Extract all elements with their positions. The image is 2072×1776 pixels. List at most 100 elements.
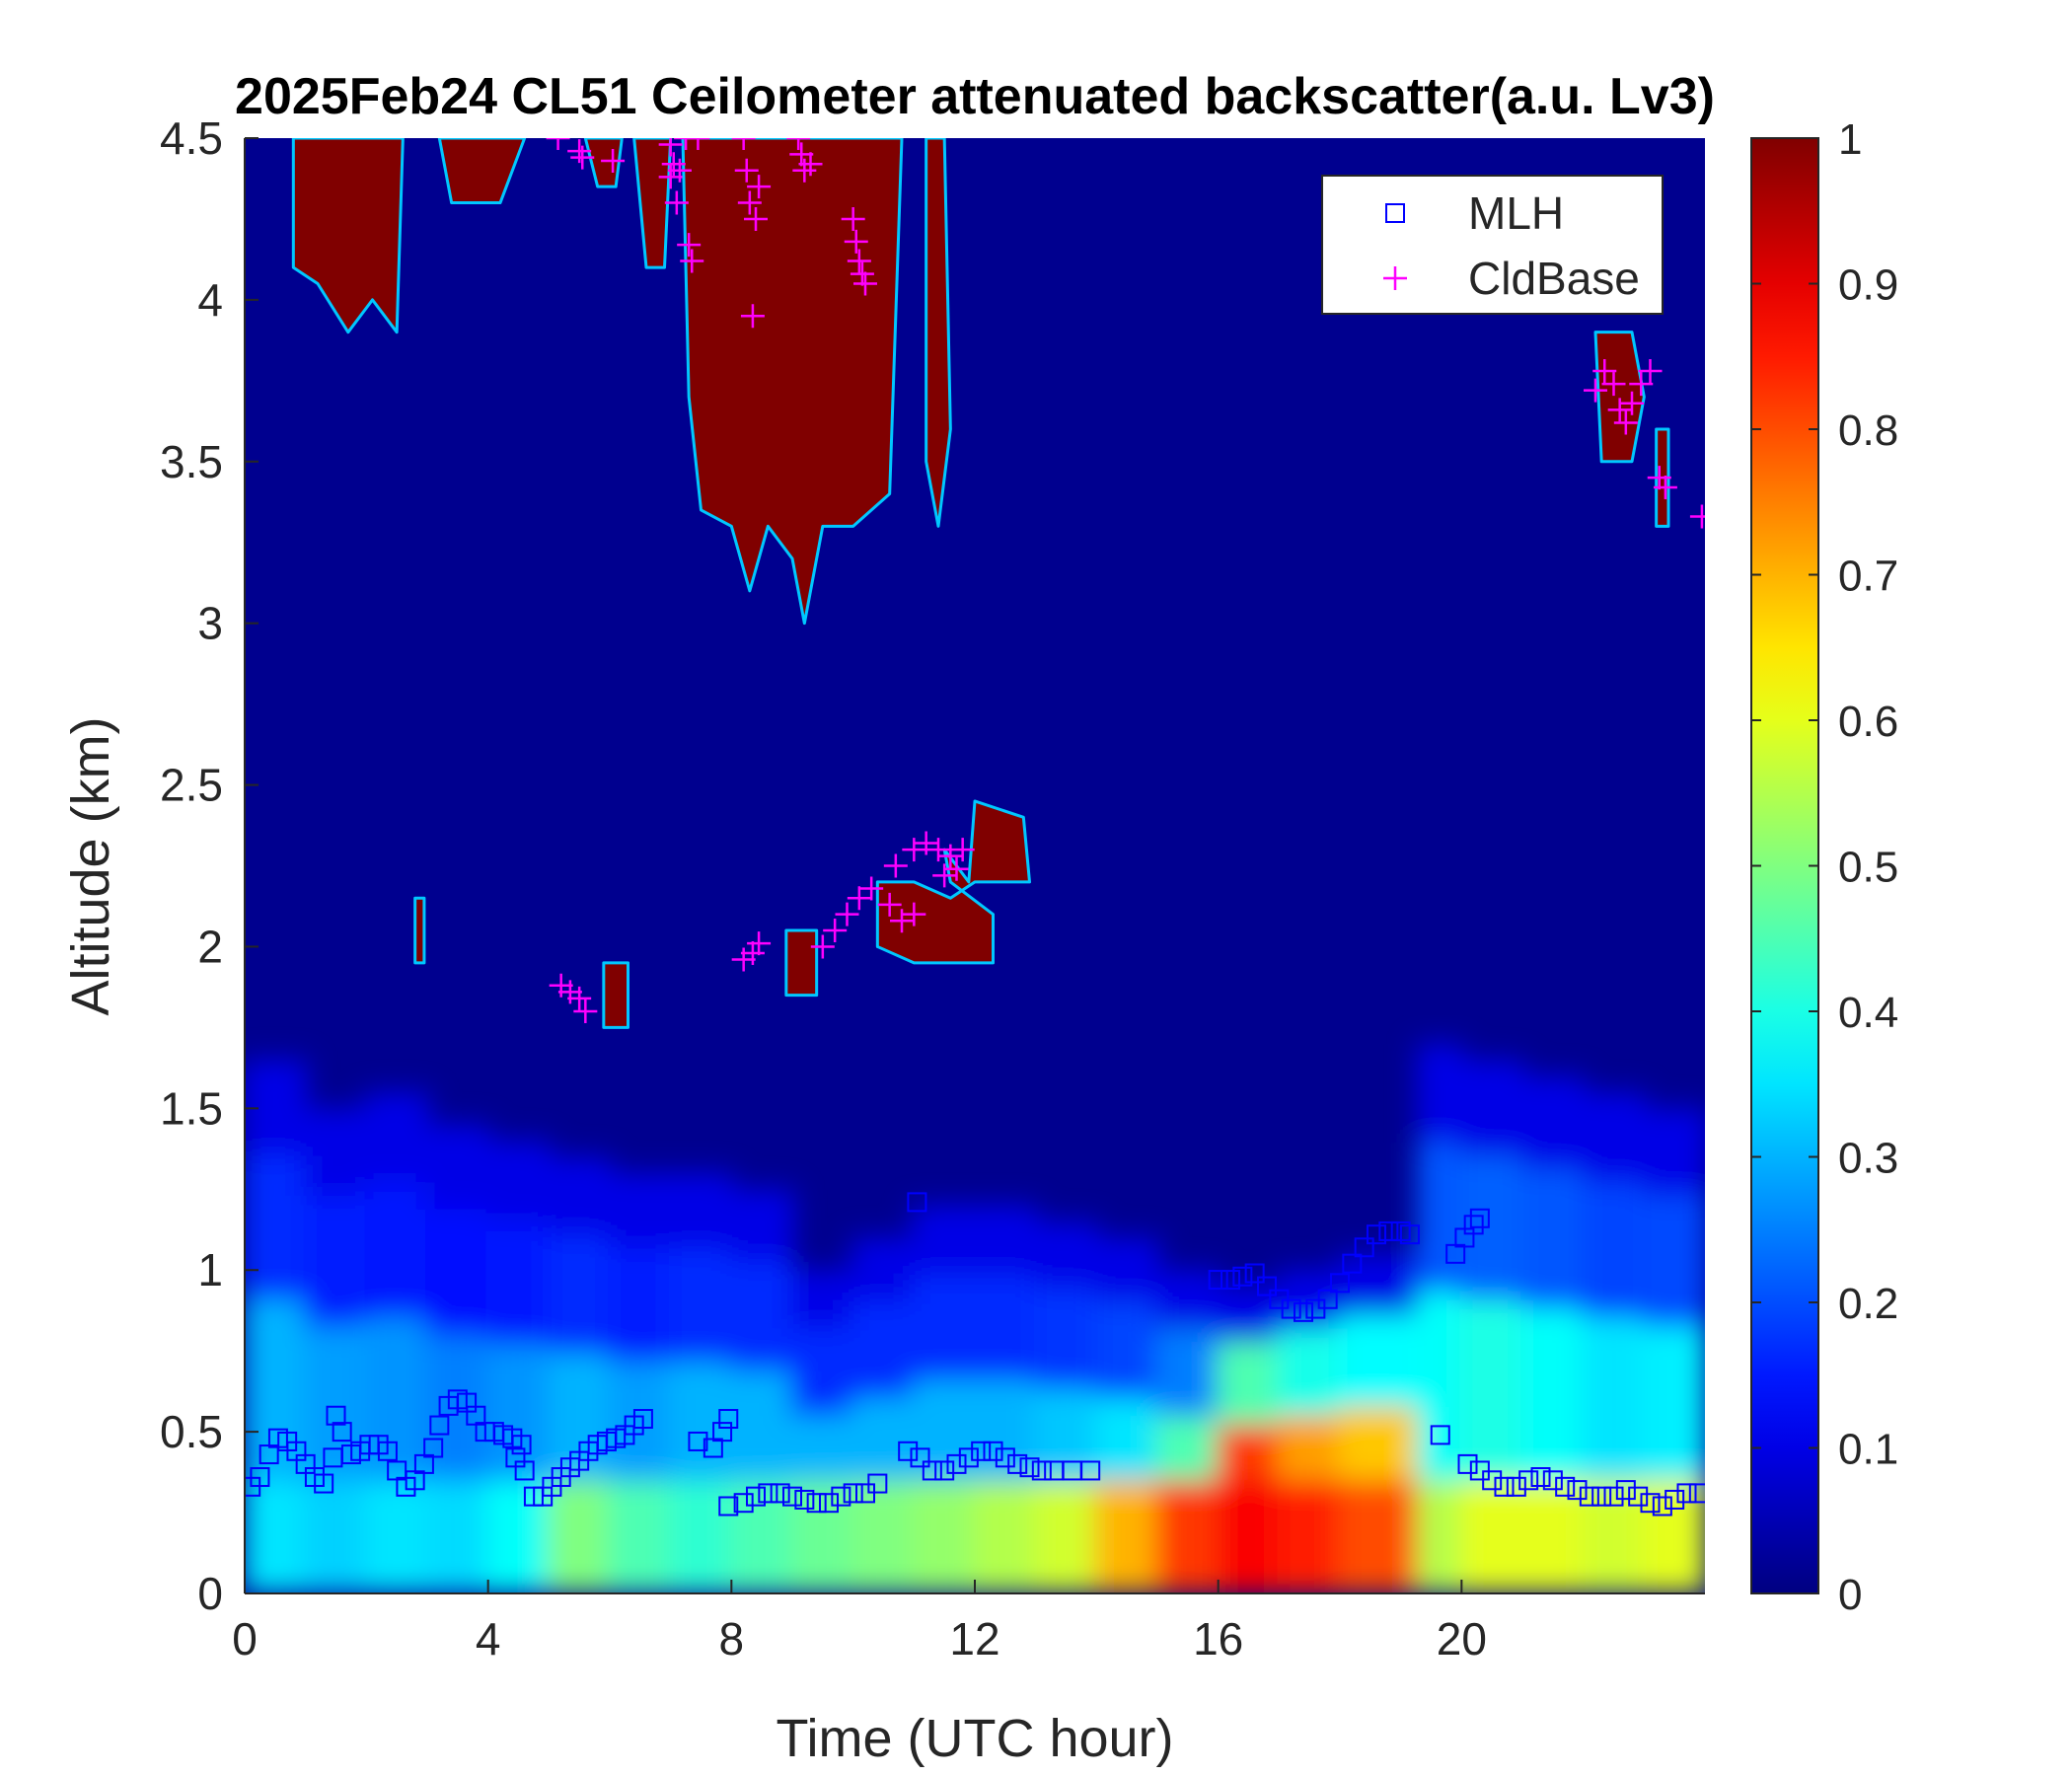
cldbase-marker: [664, 190, 689, 215]
boundary-layer-band: [1155, 1415, 1221, 1481]
cldbase-marker: [677, 233, 702, 258]
boundary-layer-band: [851, 1480, 917, 1593]
boundary-layer-band: [547, 1235, 612, 1354]
legend-box: [1321, 175, 1664, 315]
boundary-layer-band: [1417, 1480, 1464, 1593]
cloud-region: [291, 138, 405, 334]
cldbase-marker: [841, 206, 865, 231]
boundary-layer-band: [1338, 1253, 1422, 1315]
boundary-layer-band: [912, 1205, 977, 1276]
boundary-layer-band: [790, 1328, 855, 1416]
mlh-marker: [1555, 1476, 1576, 1497]
mlh-marker: [971, 1441, 992, 1461]
mlh-marker: [688, 1431, 708, 1451]
mlh-marker: [511, 1435, 532, 1455]
mlh-marker: [1080, 1460, 1101, 1481]
mlh-marker: [1257, 1276, 1277, 1296]
boundary-layer-band: [1642, 1195, 1705, 1327]
boundary-layer-band: [425, 1209, 490, 1336]
mlh-marker: [1542, 1470, 1563, 1491]
boundary-layer-band: [1581, 1182, 1647, 1318]
cldbase-marker: [902, 902, 926, 926]
colorbar-tick-label: 1: [1838, 115, 1862, 164]
cldbase-marker: [835, 902, 859, 926]
boundary-layer-band: [547, 1480, 612, 1593]
mlh-marker: [423, 1438, 444, 1458]
mlh-marker: [1591, 1486, 1612, 1507]
mlh-marker: [429, 1415, 450, 1436]
cldbase-series: [546, 138, 1705, 1023]
colorbar-tick-label: 0: [1838, 1571, 1862, 1619]
boundary-layer-band: [729, 1480, 794, 1593]
boundary-layer-band: [1277, 1480, 1342, 1593]
mlh-marker: [1399, 1224, 1420, 1245]
mlh-marker: [1221, 1270, 1240, 1291]
boundary-layer-band: [303, 1108, 369, 1196]
cldbase-marker: [890, 909, 914, 933]
cldbase-marker: [567, 986, 592, 1010]
mlh-marker: [907, 1192, 927, 1213]
boundary-layer-band: [973, 1480, 1038, 1593]
boundary-layer-band: [1642, 1326, 1705, 1481]
boundary-layer-band: [1338, 1314, 1422, 1407]
boundary-layer-band: [485, 1141, 552, 1222]
y-tick-label: 0.5: [160, 1406, 223, 1457]
x-axis-label: Time (UTC hour): [776, 1709, 1173, 1768]
boundary-layer-band: [729, 1189, 794, 1263]
y-axis: 0 0.5 1 1.5 2 2.5 3 3.5 4 4.5: [160, 112, 259, 1619]
cldbase-marker: [546, 138, 570, 150]
mlh-marker: [712, 1422, 733, 1443]
boundary-layer-band: [245, 1480, 308, 1593]
mlh-marker: [1007, 1453, 1028, 1474]
cldbase-marker: [740, 941, 765, 965]
mlh-marker: [1330, 1273, 1350, 1294]
boundary-layer-band: [303, 1326, 369, 1481]
boundary-layer-band: [1338, 1406, 1422, 1481]
cldbase-marker: [1620, 391, 1644, 415]
colorbar-tick-label: 0.3: [1838, 1135, 1898, 1183]
mlh-marker: [733, 1493, 754, 1514]
x-tick-label: 12: [949, 1613, 999, 1665]
cldbase-marker: [747, 931, 772, 956]
plot-area: [245, 138, 1705, 1593]
boundary-layer-band: [851, 1397, 917, 1481]
mlh-marker: [632, 1409, 653, 1429]
cloud-region: [925, 138, 952, 528]
cldbase-marker: [658, 138, 683, 157]
mlh-marker: [758, 1483, 778, 1504]
mlh-marker: [1579, 1486, 1599, 1507]
cldbase-marker: [1653, 476, 1677, 499]
boundary-layer-band: [1417, 1143, 1464, 1292]
boundary-layer-band: [973, 1379, 1038, 1481]
colorbar-tick-label: 0.6: [1838, 698, 1898, 746]
boundary-layer-band: [1277, 1415, 1342, 1481]
boundary-layer-band: [1094, 1301, 1159, 1398]
colorbar-tick-label: 0.5: [1838, 844, 1898, 892]
cldbase-marker: [847, 249, 871, 273]
legend-cldbase-label: CldBase: [1468, 253, 1640, 304]
cloud-region: [1593, 331, 1646, 464]
colorbar-gradient: [1750, 137, 1819, 1594]
boundary-layer-band: [668, 1362, 734, 1481]
cldbase-marker: [1647, 466, 1671, 490]
colorbar: 0 0.1 0.2 0.3 0.4 0.5 0.6 0.7 0.8 0.9 1: [1750, 115, 1898, 1619]
mlh-marker: [1232, 1266, 1253, 1287]
mlh-marker: [1457, 1453, 1478, 1474]
cldbase-marker: [661, 152, 686, 177]
boundary-layer-band: [303, 1195, 369, 1327]
y-tick-label: 1.5: [160, 1082, 223, 1134]
cldbase-marker: [786, 138, 811, 150]
boundary-layer-band: [1155, 1270, 1221, 1329]
cldbase-marker: [926, 838, 950, 862]
boundary-layer-band: [729, 1370, 794, 1481]
x-tick-label: 8: [719, 1613, 745, 1665]
cldbase-marker: [740, 304, 765, 329]
mlh-marker: [910, 1447, 930, 1468]
mlh-marker: [1482, 1470, 1503, 1491]
mlh-marker: [718, 1409, 739, 1429]
legend-cldbase-marker: [1383, 266, 1407, 290]
cldbase-marker: [1613, 410, 1638, 435]
y-tick-label: 3.5: [160, 436, 223, 487]
boundary-layer-band: [1216, 1480, 1282, 1593]
